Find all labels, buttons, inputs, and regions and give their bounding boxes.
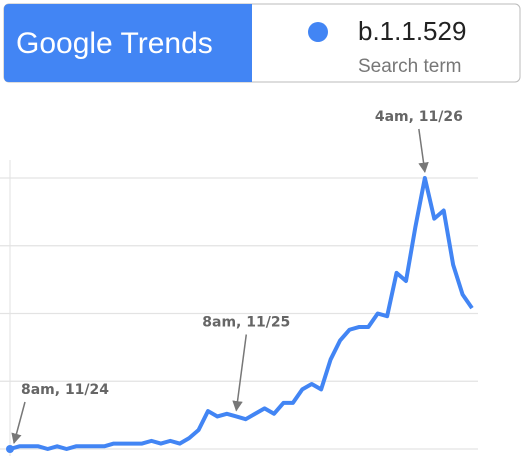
annotation-arrow bbox=[11, 401, 26, 445]
logo: Google Trends bbox=[16, 27, 213, 60]
annotation-arrow bbox=[232, 334, 248, 412]
line bbox=[9, 176, 474, 451]
annotation-arrow bbox=[418, 128, 429, 174]
term-caption: Search term bbox=[358, 56, 461, 77]
annotation: 8am, 11/24 bbox=[21, 382, 109, 398]
annotation: 8am, 11/25 bbox=[202, 314, 290, 330]
legend-dot bbox=[308, 22, 328, 42]
logo-box bbox=[4, 4, 252, 82]
annotation: 4am, 11/26 bbox=[375, 109, 463, 125]
start-dot bbox=[6, 445, 14, 453]
legend-label: b.1.1.529 bbox=[358, 16, 466, 46]
